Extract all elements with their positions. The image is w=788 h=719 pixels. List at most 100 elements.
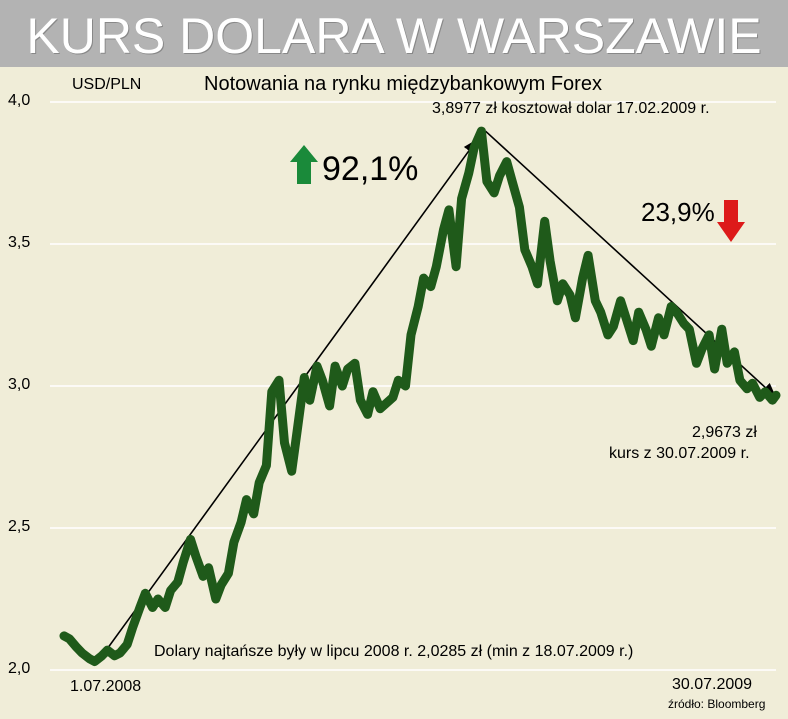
data-point: [737, 378, 742, 383]
data-point: [112, 653, 117, 658]
data-point: [175, 579, 180, 584]
data-point: [277, 378, 282, 383]
up-arrow-icon: [290, 145, 318, 184]
data-point: [434, 264, 439, 269]
data-point: [560, 281, 565, 286]
data-point: [535, 281, 540, 286]
data-point: [605, 332, 610, 337]
data-point: [188, 537, 193, 542]
data-point: [441, 227, 446, 232]
rise-trend-line: [97, 138, 479, 662]
peak-annotation: 3,8977 zł kosztował dolar 17.02.2009 r.: [432, 100, 710, 117]
data-point: [694, 361, 699, 366]
data-point: [403, 384, 408, 388]
data-point: [257, 480, 262, 485]
data-point: [155, 597, 160, 601]
data-point: [745, 386, 750, 391]
down-arrow-icon: [717, 200, 745, 242]
y-axis-label: USD/PLN: [72, 76, 142, 93]
data-point: [510, 179, 515, 184]
data-point: [446, 207, 451, 212]
data-point: [522, 247, 527, 252]
data-point: [358, 398, 363, 403]
data-point: [580, 276, 585, 281]
data-point: [201, 574, 206, 579]
y-tick-label: 2,0: [8, 660, 31, 677]
data-point: [163, 605, 168, 610]
data-point: [687, 327, 692, 332]
data-point: [345, 366, 350, 371]
data-point: [150, 605, 155, 610]
data-point: [774, 393, 778, 398]
data-point: [105, 648, 110, 653]
data-point: [62, 633, 66, 638]
data-point: [333, 364, 338, 369]
data-point: [295, 429, 300, 434]
data-point: [314, 364, 319, 369]
data-point: [289, 469, 294, 474]
data-point: [649, 344, 654, 349]
data-point: [193, 554, 198, 559]
data-point: [555, 298, 560, 303]
data-point: [542, 219, 547, 224]
data-point: [492, 190, 497, 195]
data-point: [352, 361, 357, 366]
data-point: [269, 389, 274, 394]
chart-title: KURS DOLARA W WARSZAWIE: [26, 8, 762, 64]
last-value-annotation: 2,9673 zł: [692, 424, 757, 441]
data-point: [371, 389, 376, 394]
data-point: [497, 173, 502, 178]
data-point: [712, 366, 717, 371]
x-start-label: 1.07.2008: [70, 678, 142, 695]
source-note: źródło: Bloomberg: [668, 697, 766, 711]
data-point: [732, 349, 737, 354]
data-point: [251, 511, 256, 516]
data-point: [307, 398, 312, 403]
data-point: [586, 253, 591, 258]
data-point: [80, 650, 85, 655]
minimum-note: Dolary najtańsze były w lipcu 2008 r. 2,…: [154, 643, 634, 660]
data-point: [611, 324, 616, 329]
data-point: [472, 145, 477, 150]
data-point: [636, 310, 641, 315]
data-point: [763, 389, 768, 394]
data-point: [661, 332, 666, 337]
data-point: [567, 293, 572, 298]
data-point: [719, 327, 724, 332]
data-point: [656, 315, 661, 320]
data-point: [168, 588, 173, 593]
data-point: [390, 395, 395, 400]
data-point: [244, 497, 249, 502]
data-point: [408, 332, 413, 337]
data-point: [365, 412, 370, 417]
data-point: [624, 315, 629, 320]
data-point: [118, 650, 123, 655]
data-point: [239, 520, 244, 525]
data-point: [226, 571, 231, 576]
data-point: [517, 205, 522, 210]
data-point: [396, 378, 401, 383]
data-point: [593, 298, 598, 303]
data-point: [770, 398, 775, 403]
data-point: [282, 440, 287, 445]
data-point: [725, 361, 730, 366]
data-point: [302, 375, 307, 380]
data-point: [459, 196, 464, 201]
data-point: [181, 560, 186, 565]
title-banner: KURS DOLARA W WARSZAWIE: [0, 0, 788, 67]
data-point: [206, 565, 211, 570]
data-point: [231, 540, 236, 545]
data-point: [707, 332, 712, 337]
data-point: [548, 259, 553, 264]
last-date-annotation: kurs z 30.07.2009 r.: [609, 445, 750, 462]
fall-percentage: 23,9%: [641, 197, 715, 227]
data-point: [87, 656, 92, 661]
data-point: [750, 381, 755, 386]
data-point: [125, 642, 130, 647]
data-point: [631, 338, 636, 343]
data-point: [320, 378, 325, 383]
data-point: [699, 347, 704, 352]
data-point: [74, 645, 79, 650]
data-point: [428, 284, 433, 289]
